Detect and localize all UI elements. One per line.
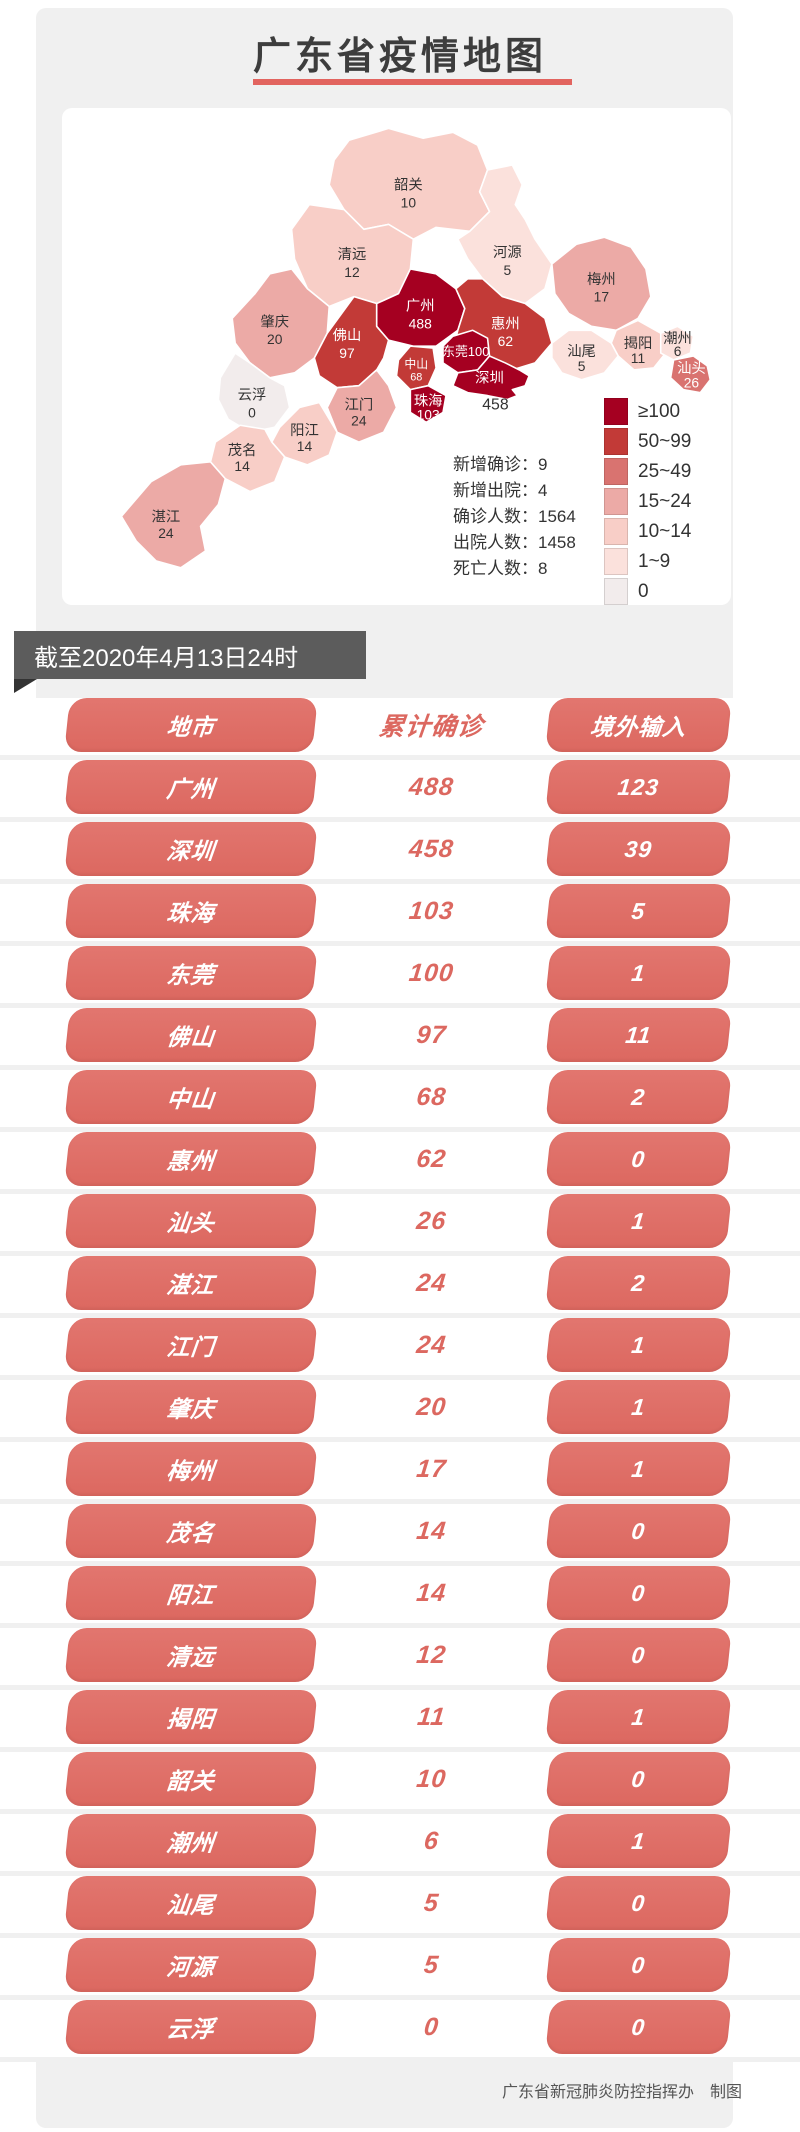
svg-text:江门: 江门 — [345, 396, 374, 413]
svg-text:茂名: 茂名 — [228, 442, 257, 459]
svg-text:68: 68 — [410, 372, 422, 384]
svg-text:韶关: 韶关 — [394, 177, 423, 194]
svg-text:14: 14 — [234, 458, 250, 474]
svg-text:97: 97 — [339, 345, 354, 361]
svg-text:0: 0 — [248, 404, 256, 420]
svg-text:20: 20 — [267, 331, 283, 347]
svg-text:14: 14 — [297, 438, 313, 454]
svg-text:458: 458 — [482, 396, 509, 413]
svg-text:湛江: 湛江 — [152, 508, 181, 525]
svg-text:佛山: 佛山 — [333, 327, 362, 344]
svg-text:103: 103 — [417, 406, 440, 422]
svg-text:东莞100: 东莞100 — [442, 344, 489, 359]
svg-text:5: 5 — [503, 262, 511, 278]
svg-text:62: 62 — [498, 333, 513, 349]
svg-text:云浮: 云浮 — [238, 387, 267, 404]
svg-text:肇庆: 肇庆 — [260, 313, 289, 330]
svg-text:梅州: 梅州 — [587, 271, 616, 288]
svg-text:河源: 河源 — [493, 244, 522, 261]
svg-text:惠州: 惠州 — [491, 315, 520, 332]
svg-text:26: 26 — [684, 375, 700, 391]
svg-text:11: 11 — [631, 350, 646, 366]
svg-text:清远: 清远 — [338, 246, 367, 263]
svg-text:17: 17 — [594, 289, 609, 305]
svg-text:488: 488 — [409, 315, 432, 331]
svg-text:12: 12 — [344, 264, 359, 280]
svg-text:5: 5 — [578, 358, 586, 374]
svg-text:深圳: 深圳 — [475, 370, 504, 387]
svg-text:中山: 中山 — [404, 357, 428, 371]
svg-text:24: 24 — [158, 525, 174, 541]
svg-text:广州: 广州 — [406, 297, 435, 314]
svg-text:阳江: 阳江 — [290, 422, 319, 439]
svg-text:10: 10 — [401, 195, 417, 211]
svg-text:6: 6 — [674, 343, 682, 359]
svg-text:24: 24 — [351, 412, 367, 428]
